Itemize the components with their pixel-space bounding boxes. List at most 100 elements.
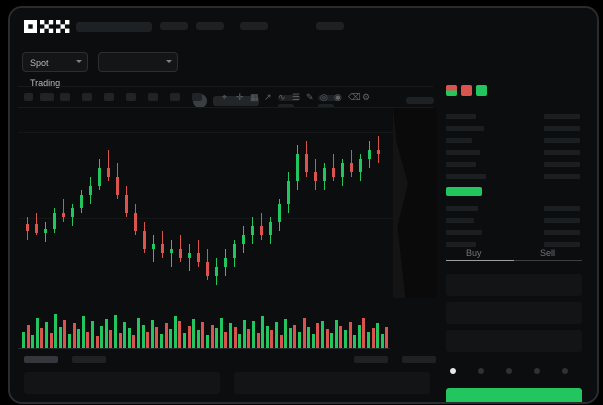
candle [215, 257, 218, 285]
search-input[interactable] [76, 22, 152, 32]
submit-order-button[interactable] [446, 388, 582, 402]
candle [350, 149, 353, 177]
volume-bar [68, 333, 71, 348]
candle [125, 185, 128, 218]
candle-wick [90, 176, 91, 204]
volume-bar [72, 323, 76, 348]
volume-bar [91, 321, 94, 348]
dot-4[interactable] [534, 368, 540, 374]
wave-icon[interactable]: ∿ [278, 92, 286, 102]
order-book-panel: Buy Sell [440, 82, 588, 402]
fib-icon[interactable]: ☰ [292, 92, 301, 102]
nav-item-3[interactable] [240, 22, 268, 30]
candle-wick [126, 185, 127, 218]
candle [341, 158, 344, 186]
app-screen: Spot Trading [10, 8, 597, 402]
settings-icon[interactable]: ⚙ [362, 92, 371, 102]
dot-2[interactable] [478, 368, 484, 374]
tab-sell[interactable]: Sell [540, 248, 556, 258]
dot-1[interactable] [450, 368, 456, 374]
cursor-icon[interactable]: ⌖ [222, 92, 228, 102]
candle-wick [315, 158, 316, 191]
volume-bar [146, 331, 150, 348]
chevron-down-icon [76, 60, 82, 63]
stat-label-2 [318, 95, 340, 101]
candle [332, 154, 335, 182]
timeframe-icon[interactable] [24, 93, 33, 101]
volume-bar [330, 332, 334, 348]
interval-7[interactable] [170, 93, 180, 101]
interval-8[interactable] [192, 93, 202, 101]
bottom-panel-right[interactable] [234, 372, 430, 394]
trash-icon[interactable]: ⌫ [348, 92, 361, 102]
volume-bar [54, 314, 58, 348]
candle-wick [171, 239, 172, 267]
volume-bar [45, 322, 48, 348]
orderbook-both-icon[interactable] [446, 85, 457, 96]
tab-buy[interactable]: Buy [466, 248, 482, 258]
eye-icon[interactable]: ◉ [334, 92, 342, 102]
volume-bar [58, 326, 62, 348]
interval-3[interactable] [82, 93, 92, 101]
candle-wick [252, 217, 253, 245]
candle [305, 140, 308, 177]
candle [377, 136, 380, 164]
pair-selector[interactable] [98, 52, 178, 72]
candle-wick [216, 257, 217, 285]
volume-bar [178, 321, 182, 348]
candle-wick [99, 158, 100, 191]
candle [170, 239, 173, 267]
nav-item-1[interactable] [160, 22, 188, 30]
stat-value-1 [278, 104, 294, 109]
volume-bar [265, 325, 269, 348]
orderbook-asks-icon[interactable] [461, 85, 472, 96]
volume-bar [40, 328, 44, 348]
dot-5[interactable] [562, 368, 568, 374]
brush-icon[interactable]: ✎ [306, 92, 314, 102]
bottom-tab-1[interactable] [24, 356, 58, 363]
volume-bar [196, 330, 200, 348]
okx-logo[interactable] [24, 20, 70, 33]
order-price-field[interactable] [446, 274, 582, 296]
interval-2[interactable] [60, 93, 70, 101]
interval-5[interactable] [126, 93, 136, 101]
crosshair-icon[interactable]: ✛ [236, 92, 244, 102]
trendline-icon[interactable]: ↗ [264, 92, 272, 102]
nav-item-2[interactable] [196, 22, 224, 30]
volume-bar [293, 324, 297, 348]
bottom-tab-3[interactable] [354, 356, 388, 363]
volume-bar [114, 315, 117, 348]
volume-chart [18, 308, 398, 350]
volume-bar [123, 322, 127, 348]
volume-bar [252, 321, 255, 348]
candle-wick [243, 226, 244, 254]
bottom-panel-left[interactable] [24, 372, 220, 394]
device-frame: Spot Trading [8, 6, 599, 404]
orderbook-bids-icon[interactable] [476, 85, 487, 96]
dot-3[interactable] [506, 368, 512, 374]
candle-wick [288, 172, 289, 213]
candle-wick [117, 163, 118, 200]
candle-wick [27, 217, 28, 240]
candle [152, 235, 155, 263]
candle-wick [342, 158, 343, 186]
volume-bar [385, 326, 389, 348]
volume-bar [233, 326, 237, 348]
bottom-tab-2[interactable] [72, 356, 106, 363]
interval-4[interactable] [104, 93, 114, 101]
interval-6[interactable] [148, 93, 158, 101]
magnet-icon[interactable]: ◎ [320, 92, 328, 102]
order-total-field[interactable] [446, 330, 582, 352]
volume-bar [77, 329, 81, 348]
candle [260, 212, 263, 240]
order-amount-field[interactable] [446, 302, 582, 324]
market-type-selector[interactable]: Spot Trading [22, 52, 88, 88]
bottom-tab-4[interactable] [402, 356, 436, 363]
volume-bar [316, 323, 320, 348]
price-chart[interactable] [18, 108, 436, 303]
candles-icon[interactable]: ▦ [250, 92, 259, 102]
volume-bar [311, 333, 315, 348]
interval-1[interactable] [40, 93, 54, 101]
nav-item-4[interactable] [316, 22, 344, 30]
